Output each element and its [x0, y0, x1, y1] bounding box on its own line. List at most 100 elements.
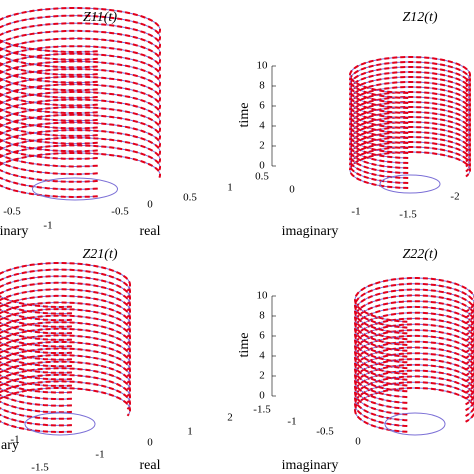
z-tick-label: 8 [259, 310, 265, 322]
y-tick-label: -0.5 [3, 206, 21, 218]
data-curve [0, 314, 131, 361]
data-curve [0, 83, 161, 130]
panel-title: Z12(t) [403, 10, 438, 25]
y-tick-label: -1 [10, 434, 19, 446]
y-tick-label: -1.5 [399, 209, 417, 221]
data-curve [353, 323, 474, 370]
x-tick-label: 0.5 [183, 192, 197, 204]
data-curve [0, 275, 131, 322]
panel-title: Z22(t) [403, 247, 438, 262]
data-curve [0, 98, 161, 145]
x-tick-label: 2 [227, 412, 233, 424]
z-tick-label: 6 [259, 330, 265, 342]
data-curve [0, 367, 131, 414]
z-tick-label: 0 [259, 390, 265, 402]
data-curve [353, 311, 474, 358]
x-tick-label: 0 [355, 436, 361, 448]
x-axis-label: real [140, 458, 161, 473]
data-curve [353, 282, 474, 329]
x-tick-label: 1 [227, 182, 233, 194]
data-curve [353, 346, 474, 393]
data-curve [0, 113, 161, 160]
x-axis-label: imaginary [282, 224, 339, 239]
z-axis-label: time [237, 333, 252, 358]
data-curve [0, 106, 161, 153]
data-curve [353, 294, 474, 341]
x-axis-label: real [140, 224, 161, 239]
data-curve [353, 340, 474, 387]
data-curve [348, 61, 471, 99]
data-curve [0, 152, 161, 198]
y-tick-label: -1.5 [31, 462, 49, 474]
data-curve [0, 75, 161, 122]
curves [0, 7, 161, 201]
data-curve [0, 308, 131, 354]
x-tick-label: 0 [147, 199, 153, 211]
data-curve [353, 305, 474, 352]
data-curve [353, 334, 474, 381]
x-tick-label: 0 [289, 184, 295, 196]
data-curve [0, 288, 131, 335]
x-tick-label: -1 [287, 416, 296, 428]
data-curve [353, 317, 474, 364]
data-curve [353, 387, 474, 433]
data-curve [0, 60, 161, 107]
data-curve [0, 268, 131, 315]
data-curve [0, 327, 131, 374]
base-curve [379, 174, 441, 194]
data-curve [0, 380, 131, 427]
data-curve [0, 14, 161, 61]
data-curve [0, 321, 131, 368]
data-curve [0, 281, 131, 328]
panel-title: Z21(t) [83, 247, 118, 262]
y-tick-label: -1 [351, 206, 360, 218]
x-tick-label: 1 [187, 426, 193, 438]
x-tick-label: -1 [95, 449, 104, 461]
data-curve [0, 387, 131, 433]
curves [348, 56, 471, 194]
data-curve [0, 129, 161, 176]
z-tick-label: 6 [259, 100, 265, 112]
data-curve [353, 329, 474, 375]
data-curve [0, 22, 161, 69]
z-tick-label: 4 [259, 120, 265, 132]
data-curve [0, 301, 131, 348]
curves [0, 262, 131, 436]
data-curve [353, 288, 474, 335]
x-axis-label: imaginary [282, 458, 339, 473]
data-curve [353, 381, 474, 427]
data-curve [348, 66, 471, 104]
base-curve [384, 412, 446, 436]
x-tick-label: -0.5 [111, 206, 129, 218]
data-curve [0, 340, 131, 387]
data-curve [348, 71, 471, 109]
z-tick-label: 10 [257, 60, 269, 72]
z-tick-label: 8 [259, 80, 265, 92]
base-curve [32, 177, 118, 201]
z-tick-label: 4 [259, 350, 265, 362]
x-tick-label: -1.5 [253, 404, 271, 416]
data-curve [0, 294, 131, 341]
data-curve [348, 81, 471, 119]
y-tick-label: -2 [450, 191, 459, 203]
data-curve [0, 7, 161, 53]
base-curve [24, 412, 96, 436]
data-curve [0, 37, 161, 84]
data-curve [353, 300, 474, 346]
data-curve [0, 262, 131, 308]
x-tick-label: 0.5 [255, 171, 269, 183]
data-curve [0, 334, 131, 381]
data-curve [348, 56, 471, 94]
data-curve [0, 68, 161, 114]
data-curve [0, 52, 161, 99]
data-curve [353, 369, 474, 416]
z-axis-label: time [237, 103, 252, 128]
data-curve [353, 352, 474, 399]
data-curve [0, 121, 161, 168]
y-tick-label: -1 [43, 220, 52, 232]
x-tick-label: -0.5 [316, 426, 334, 438]
y-axis-label: ary [1, 438, 19, 453]
curves [353, 277, 474, 436]
x-tick-label: 0 [147, 437, 153, 449]
